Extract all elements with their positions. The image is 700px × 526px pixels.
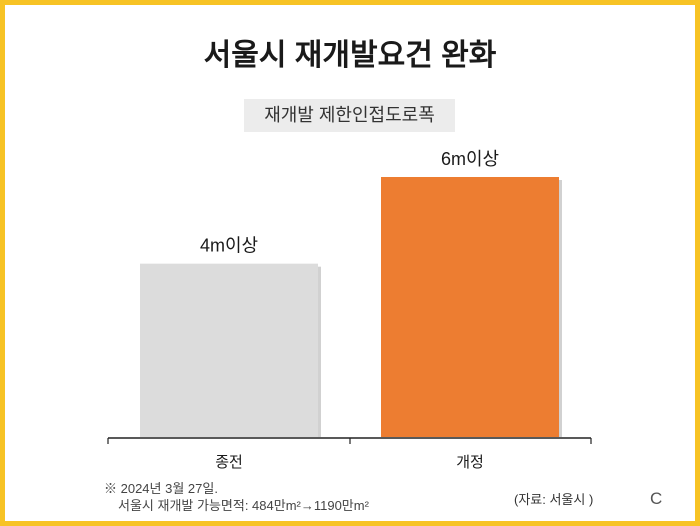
logo-mark: C bbox=[650, 489, 663, 508]
footnote-area: 서울시 재개발 가능면적: 484만m²→1190만m² bbox=[118, 498, 369, 513]
bar-value-label-1: 4m이상 bbox=[200, 236, 258, 256]
source-label: (자료: 서울시 ) bbox=[514, 492, 594, 507]
footnote-date: ※ 2024년 3월 27일. bbox=[104, 481, 218, 496]
bar-2 bbox=[381, 177, 559, 437]
page-title: 서울시 재개발요건 완화 bbox=[203, 39, 497, 72]
category-label-1: 종전 bbox=[215, 454, 243, 471]
bar-value-label-2: 6m이상 bbox=[441, 149, 499, 169]
category-label-2: 개정 bbox=[456, 454, 484, 471]
chart-subtitle: 재개발 제한인접도로폭 bbox=[244, 99, 455, 132]
footnote: ※ 2024년 3월 27일. 서울시 재개발 가능면적: 484만m²→119… bbox=[104, 480, 369, 514]
bar-1 bbox=[140, 263, 318, 437]
